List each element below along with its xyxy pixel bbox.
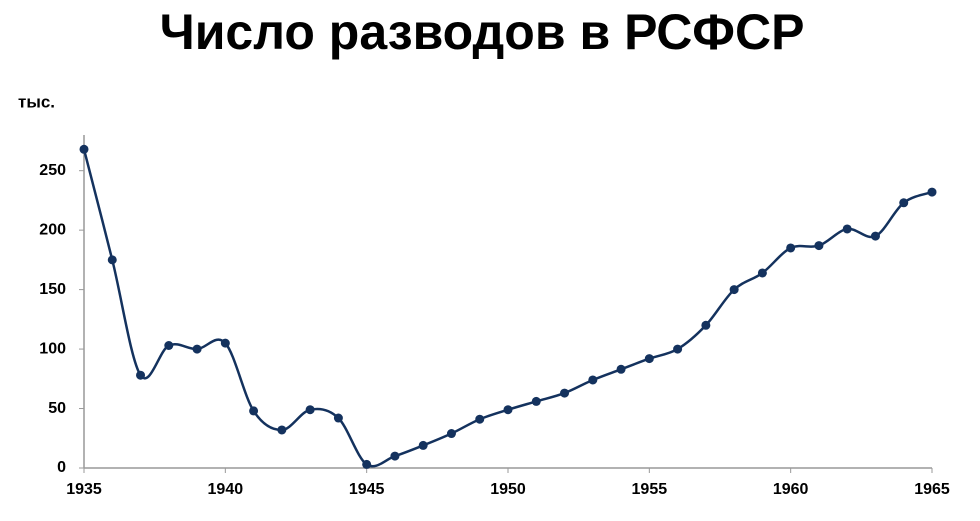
data-point: [814, 241, 824, 251]
y-axis-label: тыс.: [18, 92, 55, 111]
data-point: [588, 375, 598, 385]
x-tick-label: 1955: [632, 481, 668, 498]
data-point: [475, 414, 485, 424]
x-tick-label: 1945: [349, 481, 385, 498]
data-point: [531, 396, 541, 406]
data-point: [305, 405, 315, 415]
y-tick-label: 50: [48, 400, 66, 417]
data-point: [446, 429, 456, 439]
data-point: [842, 224, 852, 234]
data-point: [418, 440, 428, 450]
data-point: [899, 198, 909, 208]
data-point: [249, 406, 259, 416]
y-tick-label: 100: [39, 340, 66, 357]
data-point: [107, 255, 117, 265]
data-point: [673, 344, 683, 354]
chart-title: Число разводов в РСФСР: [160, 4, 805, 60]
data-point: [870, 231, 880, 241]
data-point: [560, 388, 570, 398]
data-point: [79, 144, 89, 154]
y-tick-label: 150: [39, 281, 66, 298]
x-tick-label: 1950: [490, 481, 526, 498]
y-tick-label: 200: [39, 221, 66, 238]
data-point: [644, 354, 654, 364]
data-point: [701, 320, 711, 330]
data-point: [503, 405, 513, 415]
data-point: [729, 285, 739, 295]
x-tick-label: 1935: [66, 481, 102, 498]
data-point: [757, 268, 767, 278]
data-point: [192, 344, 202, 354]
data-point: [333, 413, 343, 423]
data-point: [927, 187, 937, 197]
data-point: [362, 459, 372, 469]
data-point: [220, 338, 230, 348]
y-tick-label: 0: [57, 459, 66, 476]
x-tick-label: 1960: [773, 481, 809, 498]
data-point: [616, 364, 626, 374]
data-point: [277, 425, 287, 435]
x-tick-label: 1965: [914, 481, 950, 498]
data-point: [136, 370, 146, 380]
data-point: [164, 341, 174, 351]
x-tick-label: 1940: [208, 481, 244, 498]
series-line: [82, 148, 933, 468]
data-point: [390, 451, 400, 461]
y-tick-label: 250: [39, 162, 66, 179]
data-point: [786, 243, 796, 253]
